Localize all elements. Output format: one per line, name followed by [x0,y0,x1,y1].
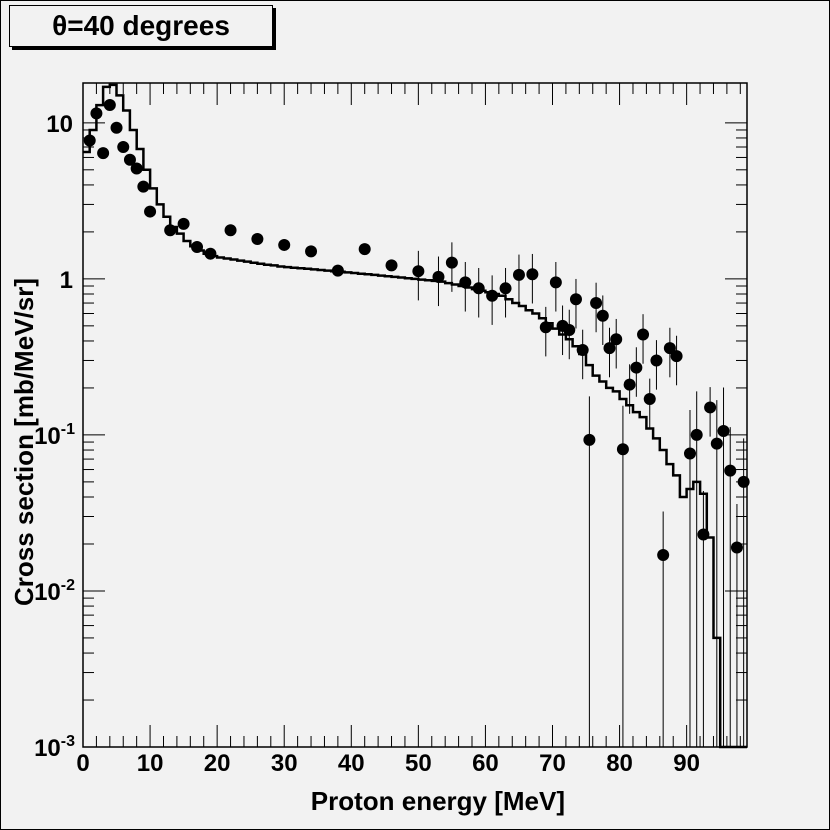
data-point [590,297,603,310]
y-tick-label: 10 [46,111,73,138]
x-tick-label: 20 [204,750,231,777]
data-point [583,433,596,446]
data-point [251,233,264,246]
plot-title: θ=40 degrees [9,5,273,47]
data-point [643,392,656,405]
data-point [683,447,696,460]
data-point [459,276,472,289]
data-point [610,333,623,346]
x-axis: 0 10 20 30 40 50 60 70 80 90 [76,83,741,777]
y-axis: 10-3 10-2 10-1 1 10 [34,111,747,762]
data-point [110,121,123,134]
data-point [690,428,703,441]
data-point [717,424,730,437]
data-point [603,342,616,355]
data-point [704,401,717,414]
data-point [730,541,743,554]
y-tick-label: 10-1 [34,421,75,450]
data-point [130,162,143,175]
data-point [637,328,650,341]
plot-frame-rect [82,82,748,748]
x-tick-label: 10 [137,750,164,777]
data-point [204,247,217,260]
y-tick-label: 10-3 [34,733,75,762]
data-point [103,99,116,112]
data-point [710,437,723,450]
data-point [412,265,425,278]
data-point [630,361,643,374]
data-point [663,342,676,355]
data-point [563,324,576,337]
data-point [177,217,190,230]
data-point [596,309,609,322]
data-point [432,270,445,283]
data-point [278,238,291,251]
data-point [499,282,512,295]
data-point [549,276,562,289]
plot-area [82,82,748,748]
y-tick-label: 10-2 [34,577,75,606]
data-point [526,268,539,281]
data-point [623,378,636,391]
data-point [358,243,371,256]
data-point [724,464,737,477]
data-point [224,224,237,237]
data-point [616,443,629,456]
data-point [83,134,96,147]
data-point [650,354,663,367]
x-axis-title: Proton energy [MeV] [311,786,565,816]
data-point [512,268,525,281]
data-point [445,256,458,269]
x-tick-label: 50 [405,750,432,777]
y-tick-label: 1 [60,267,73,294]
data-point [164,224,177,237]
x-tick-label: 0 [76,750,89,777]
data-point [144,205,157,218]
x-tick-label: 80 [606,750,633,777]
data-point [472,282,485,295]
x-tick-label: 90 [673,750,700,777]
data-point [123,153,136,166]
data-point [97,147,110,160]
data-point [90,107,103,120]
data-point [697,528,710,541]
data-point [486,289,499,302]
y-axis-title: Cross section [mb/MeV/sr] [9,278,39,606]
data-point [569,293,582,306]
data-point [305,245,318,258]
x-tick-label: 40 [338,750,365,777]
x-tick-label: 60 [472,750,499,777]
data-point [539,321,552,334]
data-point [331,264,344,277]
data-point [385,259,398,272]
data-point [576,344,589,357]
data-point [137,180,150,193]
data-point [117,141,130,154]
data-point [191,241,204,254]
data-point [657,548,670,561]
x-tick-label: 30 [271,750,298,777]
data-point [670,350,683,363]
x-tick-label: 70 [539,750,566,777]
